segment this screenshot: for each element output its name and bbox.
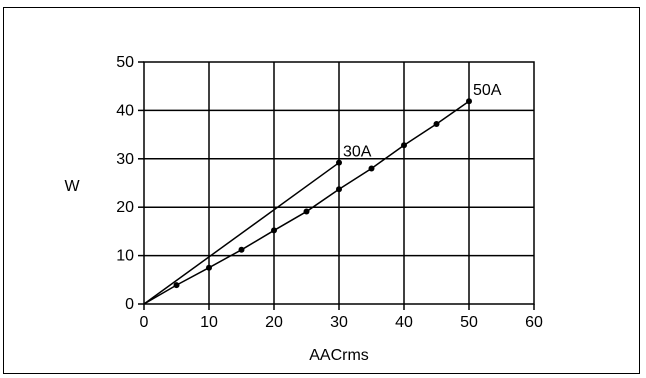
y-axis-label: W xyxy=(64,178,80,195)
x-tick-label: 60 xyxy=(525,314,543,331)
data-point-30a xyxy=(336,159,342,166)
series-group: 30A 50A xyxy=(143,82,502,305)
data-point-50a xyxy=(238,246,245,253)
y-axis-ticks: 0 10 20 30 40 50 xyxy=(116,54,144,313)
data-point-50a xyxy=(368,165,375,172)
y-tick-label: 50 xyxy=(116,54,134,71)
x-tick-label: 0 xyxy=(140,314,149,331)
data-point-50a xyxy=(401,142,407,149)
x-tick-label: 50 xyxy=(460,314,478,331)
figure-frame xyxy=(3,7,640,374)
series-line-50a xyxy=(143,100,470,305)
y-tick-label: 40 xyxy=(116,102,134,119)
data-point-50a xyxy=(303,208,310,215)
data-point-50a xyxy=(466,98,472,105)
series-label-30a: 30A xyxy=(343,144,372,161)
x-axis-ticks: 0 10 20 30 40 50 60 xyxy=(140,304,543,331)
y-tick-label: 30 xyxy=(116,151,134,168)
x-tick-label: 30 xyxy=(330,314,348,331)
data-point-50a xyxy=(271,227,277,234)
data-point-50a xyxy=(206,264,212,271)
x-tick-label: 10 xyxy=(200,314,218,331)
y-tick-label: 10 xyxy=(116,248,134,265)
data-point-50a xyxy=(173,282,180,289)
series-line-30a xyxy=(143,162,340,305)
y-tick-label: 20 xyxy=(116,199,134,216)
series-label-50a: 50A xyxy=(473,82,502,99)
x-tick-label: 40 xyxy=(395,314,413,331)
y-tick-label: 0 xyxy=(125,296,134,313)
x-tick-label: 20 xyxy=(265,314,283,331)
data-point-50a xyxy=(433,120,440,127)
x-axis-label: AACrms xyxy=(309,347,369,364)
data-point-50a xyxy=(336,186,342,193)
